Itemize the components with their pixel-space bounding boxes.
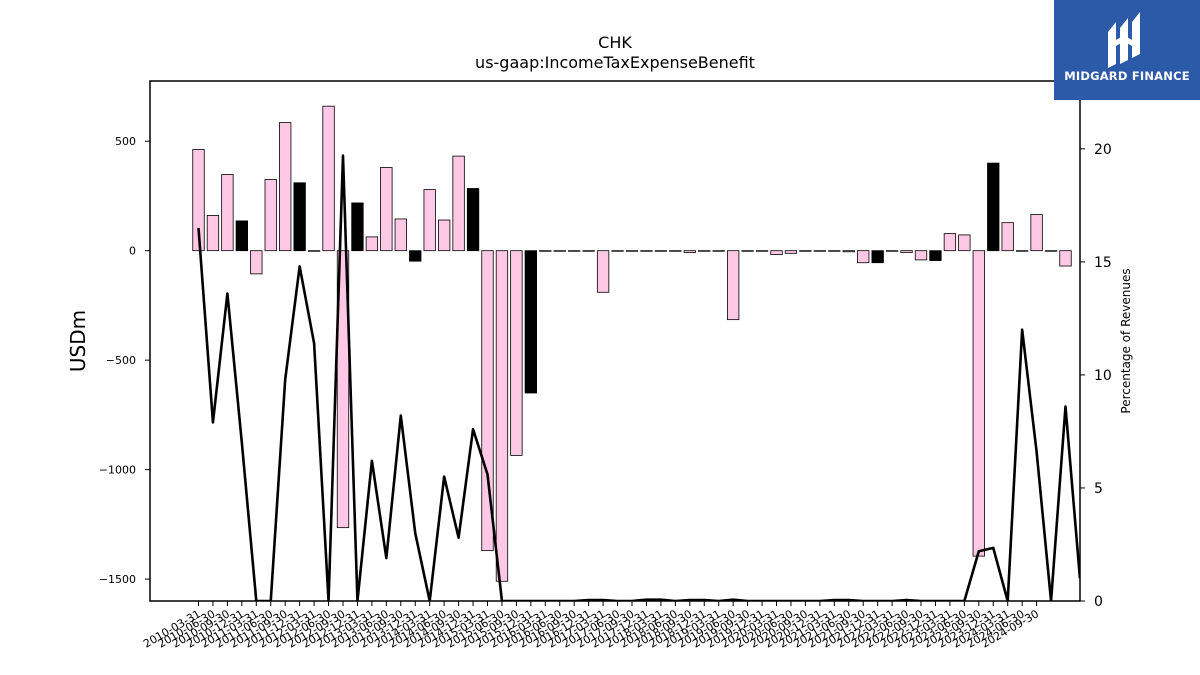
- bar: [365, 236, 379, 252]
- chart-subtitle: us-gaap:IncomeTaxExpenseBenefit: [475, 53, 755, 72]
- bar: [1016, 250, 1029, 252]
- bar: [813, 250, 826, 252]
- bar: [712, 250, 725, 252]
- y2-tick-label: 20: [1094, 142, 1112, 158]
- bar: [900, 250, 913, 253]
- bar: [524, 250, 537, 394]
- bar: [784, 250, 798, 254]
- bar: [582, 250, 595, 252]
- bar-series: [192, 105, 1072, 582]
- bar: [828, 250, 841, 252]
- y-tick-label: 0: [129, 245, 136, 258]
- bar: [235, 220, 249, 252]
- bar: [640, 250, 653, 252]
- bar: [206, 215, 220, 252]
- bar: [943, 233, 957, 252]
- bar: [394, 218, 407, 252]
- bar: [755, 250, 769, 252]
- bar: [322, 105, 335, 252]
- bar: [1059, 250, 1072, 267]
- bar: [929, 250, 942, 261]
- bar: [871, 250, 884, 264]
- bar: [495, 250, 509, 582]
- brand-logo: MIDGARD FINANCE: [1054, 0, 1200, 100]
- bar: [698, 250, 711, 252]
- bar: [307, 250, 321, 252]
- bar: [192, 149, 205, 252]
- bar: [885, 250, 899, 252]
- bar: [466, 188, 480, 252]
- bar: [857, 250, 870, 264]
- bar: [568, 250, 581, 252]
- bar: [799, 250, 812, 252]
- bar: [596, 250, 610, 293]
- y-tick-label: −500: [106, 354, 136, 367]
- bar: [683, 250, 696, 253]
- axes: 5000−500−1000−1500201510502010-03-312010…: [99, 135, 1112, 650]
- y2-tick-label: 0: [1094, 594, 1103, 610]
- bar: [437, 219, 451, 252]
- bar: [510, 250, 523, 456]
- y-tick-label: −1500: [99, 573, 136, 586]
- bar: [293, 182, 306, 252]
- bar: [958, 234, 971, 252]
- bar: [481, 250, 494, 552]
- bar: [741, 250, 754, 252]
- bar: [221, 174, 234, 252]
- bar: [409, 250, 422, 262]
- bar: [264, 179, 277, 252]
- bar: [987, 162, 1000, 252]
- y-axis-label: USDm: [66, 310, 90, 372]
- bar: [539, 250, 552, 252]
- bar: [1044, 250, 1058, 252]
- bar: [669, 250, 682, 252]
- bar: [625, 250, 639, 252]
- bar: [842, 250, 855, 253]
- bar: [972, 250, 985, 557]
- bar: [351, 202, 364, 252]
- bar: [452, 155, 465, 252]
- bar: [250, 250, 263, 275]
- y-tick-label: 500: [115, 135, 136, 148]
- bar: [279, 122, 292, 252]
- y2-tick-label: 5: [1094, 481, 1103, 497]
- y-tick-label: −1000: [99, 464, 136, 477]
- logo-mark-icon: [1108, 12, 1140, 68]
- logo-text: MIDGARD FINANCE: [1064, 69, 1190, 83]
- bar: [380, 167, 393, 252]
- bar: [914, 250, 928, 261]
- y2-tick-label: 10: [1094, 368, 1112, 384]
- bar: [654, 250, 668, 252]
- plot-frame: [149, 80, 1081, 602]
- bar: [770, 250, 783, 256]
- bar: [423, 189, 436, 252]
- chart-title: CHK: [598, 33, 632, 52]
- bar: [553, 250, 566, 252]
- y2-axis-label: Percentage of Revenues: [1119, 268, 1133, 413]
- bar: [1030, 214, 1043, 252]
- bar: [336, 250, 350, 529]
- y2-tick-label: 15: [1094, 255, 1112, 271]
- bar: [727, 250, 740, 321]
- bar: [1001, 222, 1014, 252]
- bar: [611, 250, 624, 252]
